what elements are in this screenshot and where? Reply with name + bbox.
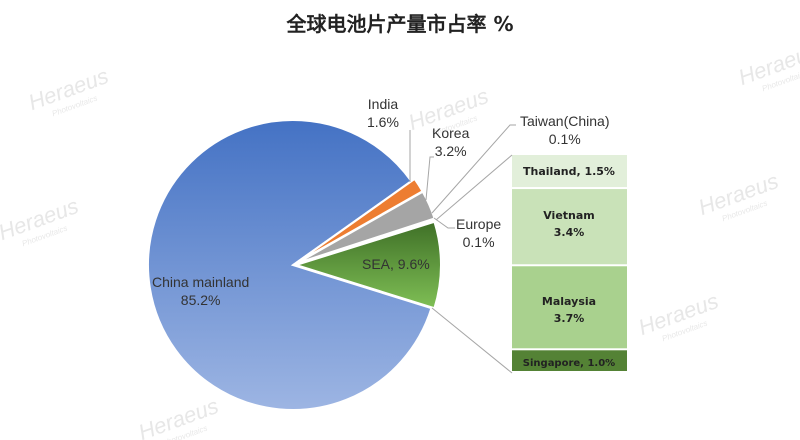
label-korea: Korea 3.2% bbox=[432, 125, 470, 159]
bar-segment-thailand bbox=[512, 155, 627, 188]
label-taiwan: Taiwan(China) 0.1% bbox=[520, 113, 610, 147]
label-europe: Europe 0.1% bbox=[456, 216, 502, 250]
label-china-mainland: China mainland 85.2% bbox=[152, 274, 250, 308]
pie-slice-sea bbox=[292, 220, 442, 310]
leader-line-korea bbox=[425, 156, 434, 201]
connector-line-top bbox=[435, 154, 513, 221]
pie-slice-china-mainland bbox=[147, 119, 433, 411]
bar-segment-malaysia bbox=[512, 266, 627, 349]
leader-line-europe bbox=[433, 217, 455, 229]
label-india: India 1.6% bbox=[367, 96, 399, 130]
leader-line-taiwan bbox=[431, 124, 516, 214]
connector-line-bottom bbox=[431, 307, 513, 374]
chart-title: 全球电池片产量市占率 % bbox=[286, 12, 514, 36]
bar-segment-vietnam bbox=[512, 189, 627, 265]
bar-segment-singapore bbox=[512, 350, 627, 371]
label-sea: SEA, 9.6% bbox=[362, 256, 430, 272]
pie-slice-europe bbox=[292, 219, 433, 266]
